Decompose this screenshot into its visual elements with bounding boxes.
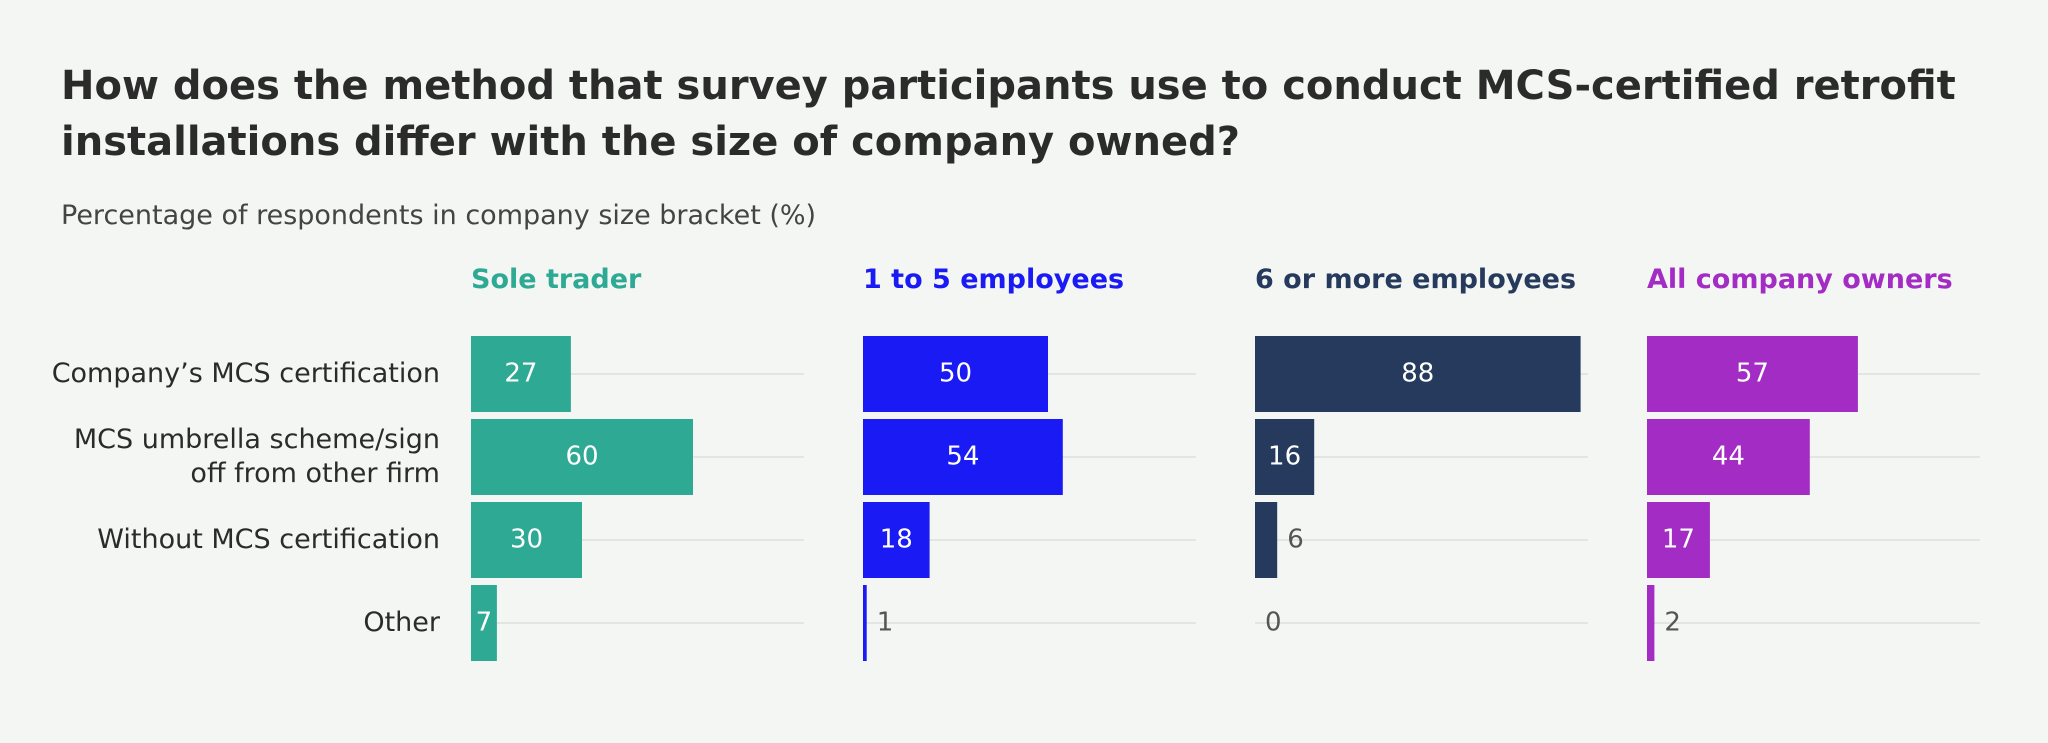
category-label: Other: [363, 607, 440, 638]
value-label: 88: [1401, 359, 1434, 389]
chart-title: How does the method that survey particip…: [61, 63, 1956, 165]
bar: [1647, 336, 1858, 412]
value-label: 30: [510, 525, 543, 555]
bar: [471, 336, 571, 412]
legend-label: Sole trader: [471, 264, 642, 295]
legend-label: All company owners: [1647, 264, 1953, 295]
bar: [471, 419, 693, 495]
chart-subtitle: Percentage of respondents in company siz…: [61, 200, 817, 231]
value-label: 6: [1287, 525, 1304, 555]
bar: [863, 419, 1063, 495]
value-label: 60: [565, 442, 598, 472]
category-label: Company’s MCS certification: [51, 358, 440, 389]
bar: [1647, 585, 1655, 661]
value-label: 50: [939, 359, 972, 389]
category-label: Without MCS certification: [97, 524, 440, 555]
value-label: 16: [1268, 442, 1301, 472]
legend-label: 1 to 5 employees: [863, 264, 1125, 295]
value-label: 18: [880, 525, 913, 555]
value-label: 17: [1662, 525, 1695, 555]
value-label: 44: [1712, 442, 1745, 472]
bar: [863, 585, 867, 661]
category-label: MCS umbrella scheme/sign off from other …: [73, 424, 440, 489]
value-label: 0: [1265, 608, 1282, 638]
bar: [471, 585, 497, 661]
bar: [1647, 419, 1810, 495]
bar: [863, 502, 930, 578]
bar: [1255, 502, 1278, 578]
bar: [471, 502, 582, 578]
value-label: 27: [504, 359, 537, 389]
value-label: 2: [1664, 608, 1681, 638]
value-label: 54: [946, 442, 979, 472]
legend-label: 6 or more employees: [1255, 264, 1577, 295]
value-label: 57: [1736, 359, 1769, 389]
value-label: 7: [476, 608, 493, 638]
bar: [1647, 502, 1710, 578]
bar: [1255, 419, 1315, 495]
bar: [1255, 336, 1581, 412]
value-label: 1: [877, 608, 894, 638]
bar: [863, 336, 1048, 412]
